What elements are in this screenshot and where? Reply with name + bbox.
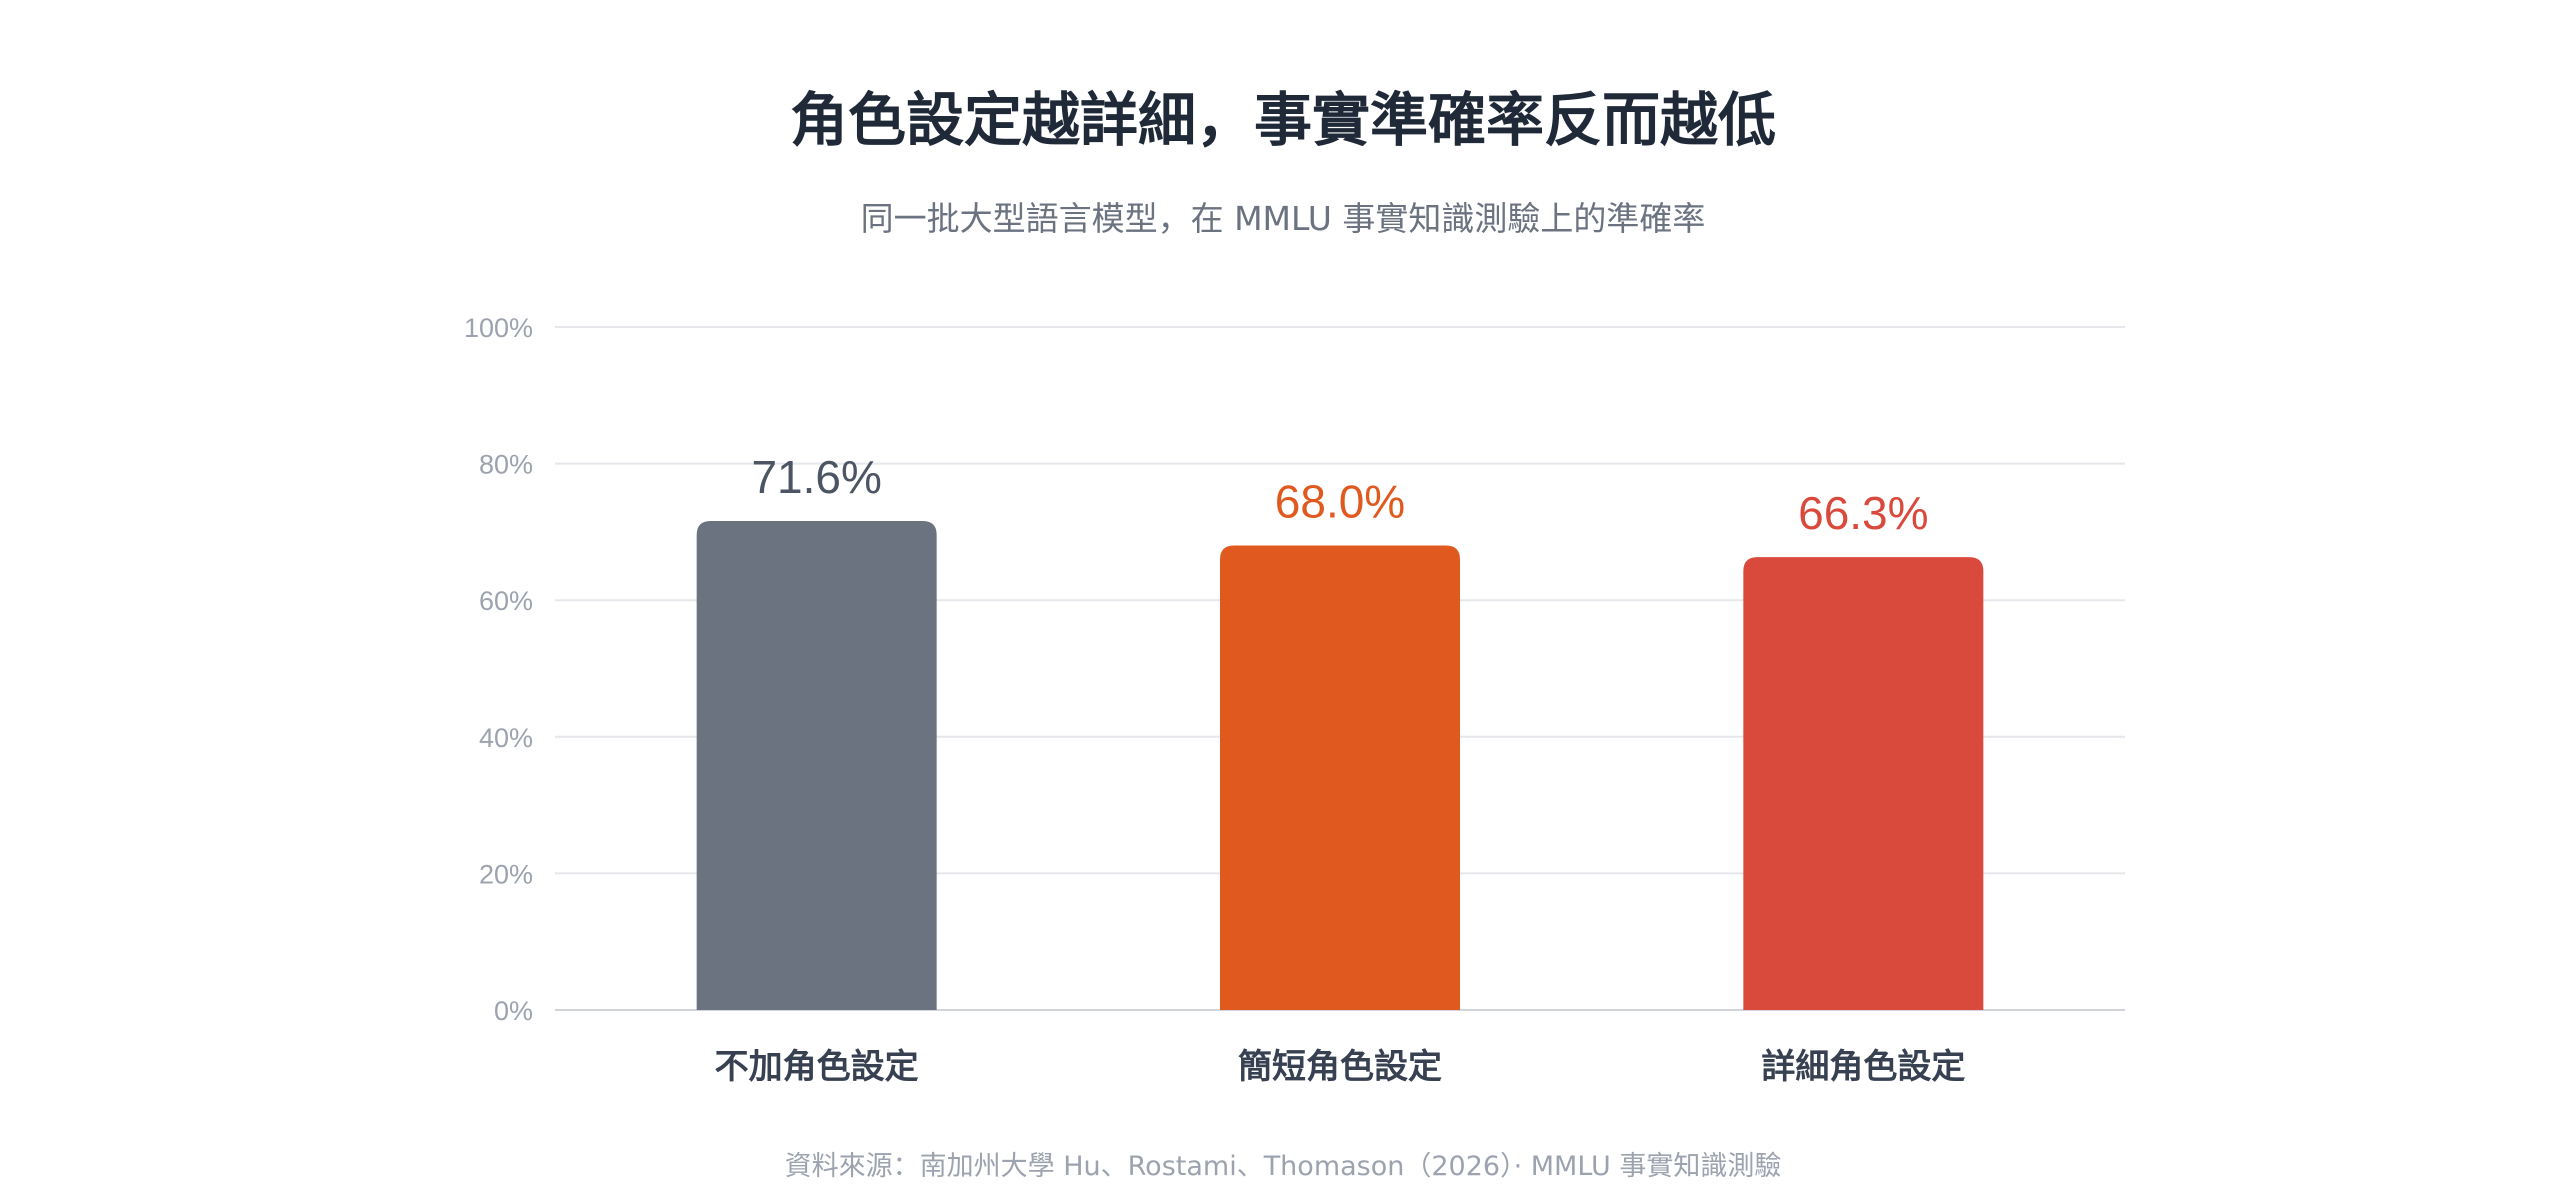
value-label-2: 68.0% bbox=[1275, 476, 1405, 528]
value-label-1: 71.6% bbox=[751, 451, 881, 503]
bar-3 bbox=[1743, 557, 1984, 1010]
chart-title: 角色設定越詳細，事實準確率反而越低 bbox=[790, 86, 1776, 154]
y-tick-label: 20% bbox=[479, 859, 533, 889]
value-label-3: 66.3% bbox=[1798, 487, 1928, 539]
category-label-1: 不加角色設定 bbox=[715, 1047, 919, 1087]
bar-1 bbox=[696, 520, 937, 1010]
category-label-2: 簡短角色設定 bbox=[1238, 1047, 1442, 1087]
value-labels: 71.6% 68.0% 66.3% bbox=[751, 451, 1928, 539]
bar-2 bbox=[1220, 545, 1460, 1010]
y-tick-label: 0% bbox=[494, 996, 533, 1026]
chart-subtitle: 同一批大型語言模型，在 MMLU 事實知識測驗上的準確率 bbox=[861, 199, 1706, 238]
y-axis-ticks: 0% 20% 40% 60% 80% 100% bbox=[464, 313, 533, 1026]
bars bbox=[696, 520, 1984, 1010]
y-tick-label: 100% bbox=[464, 313, 533, 343]
source-note: 資料來源：南加州大學 Hu、Rostami、Thomason（2026）· MM… bbox=[785, 1151, 1782, 1182]
y-tick-label: 40% bbox=[479, 723, 533, 753]
y-tick-label: 60% bbox=[479, 586, 533, 616]
category-label-3: 詳細角色設定 bbox=[1761, 1047, 1965, 1087]
y-tick-label: 80% bbox=[479, 450, 533, 480]
x-axis-categories: 不加角色設定 簡短角色設定 詳細角色設定 bbox=[715, 1047, 1966, 1087]
